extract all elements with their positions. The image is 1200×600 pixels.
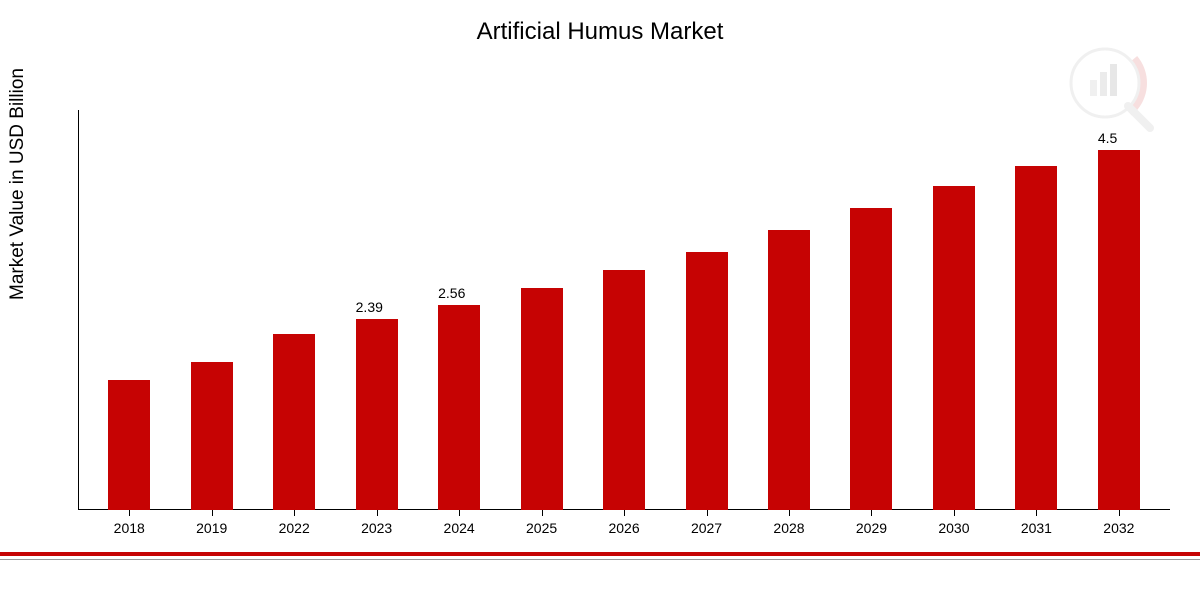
x-axis-category-label: 2028	[773, 520, 804, 536]
x-tick	[212, 510, 213, 516]
bar-slot: 4.52032	[1078, 110, 1160, 510]
x-tick	[789, 510, 790, 516]
x-axis-category-label: 2018	[114, 520, 145, 536]
x-tick	[954, 510, 955, 516]
bar	[273, 334, 315, 510]
bar-slot: 2025	[500, 110, 582, 510]
x-axis-category-label: 2022	[279, 520, 310, 536]
footer-thin-line	[0, 559, 1200, 560]
bar	[108, 380, 150, 510]
chart-plot-area: 2018201920222.3920232.562024202520262027…	[78, 110, 1170, 510]
x-axis-category-label: 2024	[444, 520, 475, 536]
x-axis-category-label: 2027	[691, 520, 722, 536]
footer-accent-bar	[0, 552, 1200, 556]
bar-slot: 2.562024	[418, 110, 500, 510]
bar	[1015, 166, 1057, 510]
x-tick	[1036, 510, 1037, 516]
bars-container: 2018201920222.3920232.562024202520262027…	[78, 110, 1170, 510]
bar-slot: 2029	[830, 110, 912, 510]
bar-slot: 2027	[665, 110, 747, 510]
x-tick	[459, 510, 460, 516]
x-tick	[871, 510, 872, 516]
x-tick	[707, 510, 708, 516]
x-axis-category-label: 2026	[608, 520, 639, 536]
x-tick	[377, 510, 378, 516]
x-tick	[542, 510, 543, 516]
x-tick	[624, 510, 625, 516]
x-tick	[1119, 510, 1120, 516]
bar-slot: 2019	[170, 110, 252, 510]
bar-slot: 2018	[88, 110, 170, 510]
bar	[686, 252, 728, 510]
bar-slot: 2022	[253, 110, 335, 510]
bar-value-label: 2.56	[438, 285, 465, 301]
bar	[933, 186, 975, 510]
x-axis-category-label: 2025	[526, 520, 557, 536]
x-axis-category-label: 2023	[361, 520, 392, 536]
bar	[768, 230, 810, 510]
bar	[603, 270, 645, 510]
bar	[191, 362, 233, 510]
x-tick	[294, 510, 295, 516]
bar-value-label: 4.5	[1098, 130, 1117, 146]
bar-value-label: 2.39	[356, 299, 383, 315]
bar-slot: 2030	[913, 110, 995, 510]
y-axis-label: Market Value in USD Billion	[7, 68, 29, 300]
chart-title: Artificial Humus Market	[0, 18, 1200, 46]
bar: 2.39	[356, 319, 398, 510]
bar	[850, 208, 892, 510]
bar: 2.56	[438, 305, 480, 510]
x-axis-category-label: 2030	[938, 520, 969, 536]
x-tick	[129, 510, 130, 516]
bar-slot: 2.392023	[335, 110, 417, 510]
x-axis-category-label: 2032	[1103, 520, 1134, 536]
bar-slot: 2031	[995, 110, 1077, 510]
bar-slot: 2028	[748, 110, 830, 510]
bar-slot: 2026	[583, 110, 665, 510]
x-axis-category-label: 2019	[196, 520, 227, 536]
bar	[521, 288, 563, 510]
bar: 4.5	[1098, 150, 1140, 510]
x-axis-category-label: 2031	[1021, 520, 1052, 536]
x-axis-category-label: 2029	[856, 520, 887, 536]
